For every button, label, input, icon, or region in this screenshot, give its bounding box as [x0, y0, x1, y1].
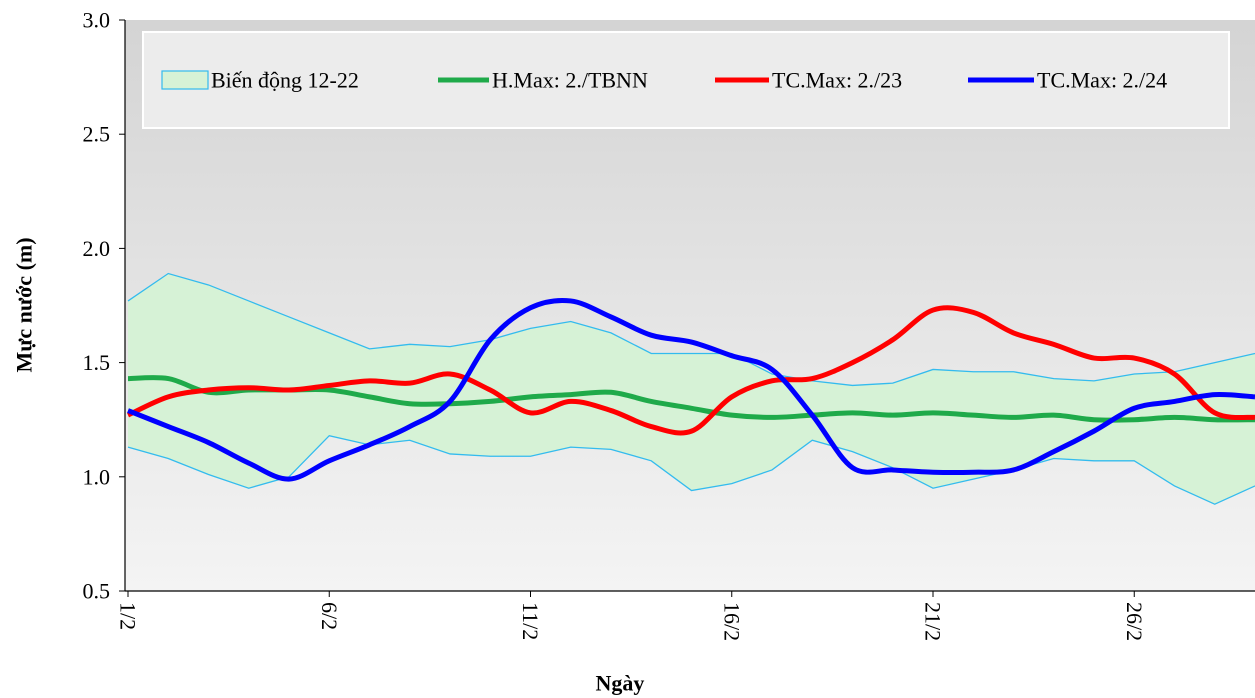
- y-tick-label: 3.0: [83, 8, 111, 33]
- x-tick-label: 11/2: [518, 602, 543, 640]
- legend-label: TC.Max: 2./23: [772, 68, 902, 93]
- y-tick-label: 2.5: [83, 122, 111, 147]
- legend-label: Biến động 12-22: [211, 68, 359, 93]
- band-fill: [128, 273, 1255, 505]
- legend-box: [142, 31, 1230, 129]
- x-tick-label: 16/2: [719, 602, 744, 641]
- plot: [126, 272, 1255, 505]
- series-line: [127, 297, 1255, 482]
- x-tick-label: 21/2: [921, 602, 946, 641]
- y-tick-label: 1.5: [83, 350, 111, 375]
- legend-label: H.Max: 2./TBNN: [492, 68, 648, 93]
- band-lower: [127, 434, 1255, 505]
- y-tick-label: 2.0: [83, 236, 111, 261]
- x-tick-label: 6/2: [317, 602, 342, 630]
- band-upper: [127, 272, 1255, 387]
- x-axis-title: Ngày: [596, 671, 645, 696]
- x-tick-label: 1/2: [116, 602, 141, 630]
- legend-swatch: [161, 70, 209, 90]
- y-tick-label: 0.5: [83, 579, 111, 604]
- y-tick-label: 1.0: [83, 464, 111, 489]
- x-tick-label: 26/2: [1122, 602, 1147, 641]
- legend: Biến động 12-22 H.Max: 2./TBNN TC.Max: 2./…: [161, 68, 1167, 93]
- legend-label: TC.Max: 2./24: [1037, 68, 1167, 93]
- y-axis-title: Mực nước (m): [12, 237, 37, 372]
- series-line: [126, 305, 1255, 436]
- series-line: [127, 375, 1255, 423]
